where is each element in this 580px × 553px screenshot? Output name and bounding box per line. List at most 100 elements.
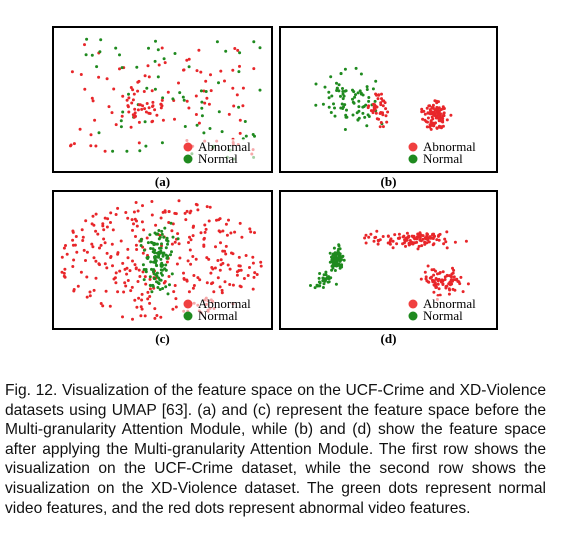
point [309, 284, 312, 287]
point [139, 244, 143, 247]
point [94, 259, 98, 263]
point [203, 223, 207, 227]
panel-label: (b) [381, 174, 397, 189]
point [204, 90, 208, 93]
point [134, 243, 138, 247]
point [330, 94, 334, 98]
point [432, 113, 436, 117]
legend-marker [408, 154, 418, 164]
point [235, 270, 239, 274]
point [130, 101, 134, 105]
point [423, 270, 427, 274]
point [431, 117, 435, 121]
point [351, 97, 354, 101]
point [202, 244, 206, 248]
point [185, 209, 189, 213]
point [327, 277, 331, 280]
point [116, 290, 120, 294]
point [423, 242, 427, 246]
point [251, 133, 255, 136]
point [85, 295, 89, 299]
point [199, 89, 203, 93]
point [227, 112, 231, 116]
point [209, 89, 213, 93]
point [207, 102, 211, 106]
point [94, 144, 98, 148]
point [359, 72, 363, 76]
point [452, 268, 456, 272]
point [341, 97, 345, 101]
point [379, 103, 383, 107]
point [83, 87, 87, 91]
point [174, 305, 178, 309]
point [195, 69, 199, 73]
point [116, 206, 120, 210]
point [69, 143, 73, 147]
point [451, 287, 455, 291]
point [207, 219, 211, 223]
point [384, 114, 388, 118]
point [421, 234, 425, 238]
point [160, 273, 164, 277]
point [237, 105, 241, 109]
point [397, 236, 401, 240]
point [438, 125, 442, 129]
point [154, 263, 158, 267]
point [189, 262, 193, 266]
point [174, 297, 178, 301]
point [72, 142, 76, 146]
point [220, 288, 224, 292]
point [381, 99, 385, 103]
point [134, 114, 137, 118]
point [176, 237, 180, 241]
point [165, 260, 169, 264]
point [154, 39, 157, 43]
point [367, 235, 371, 239]
point [233, 47, 237, 50]
point [63, 275, 67, 279]
point [448, 288, 452, 292]
point [153, 307, 157, 311]
point [430, 275, 433, 279]
point [181, 95, 185, 99]
legend-label: Abnormal [423, 296, 476, 311]
point [466, 282, 470, 286]
point [81, 239, 85, 242]
point [154, 242, 158, 246]
point [151, 105, 154, 108]
point [425, 125, 429, 129]
point [340, 255, 344, 259]
point [442, 242, 446, 246]
point [147, 106, 151, 110]
point [111, 264, 114, 268]
point [395, 242, 399, 246]
point [427, 240, 431, 244]
point [354, 66, 358, 70]
point [437, 238, 441, 242]
point [85, 275, 89, 279]
point [90, 53, 94, 57]
point [178, 256, 182, 260]
point [170, 229, 174, 233]
point [377, 117, 381, 121]
point [238, 131, 242, 135]
point [64, 244, 67, 247]
point [84, 259, 87, 262]
point [397, 232, 401, 236]
legend-bg [180, 296, 270, 323]
point [356, 91, 360, 95]
point [182, 68, 186, 72]
point [150, 89, 154, 93]
point [238, 64, 241, 68]
point [411, 241, 415, 245]
point [431, 103, 435, 107]
point [159, 315, 163, 319]
point [438, 271, 442, 274]
point [322, 282, 326, 286]
point [71, 230, 75, 234]
point [144, 110, 148, 114]
point [220, 130, 224, 134]
point [166, 239, 170, 243]
point [419, 239, 423, 243]
